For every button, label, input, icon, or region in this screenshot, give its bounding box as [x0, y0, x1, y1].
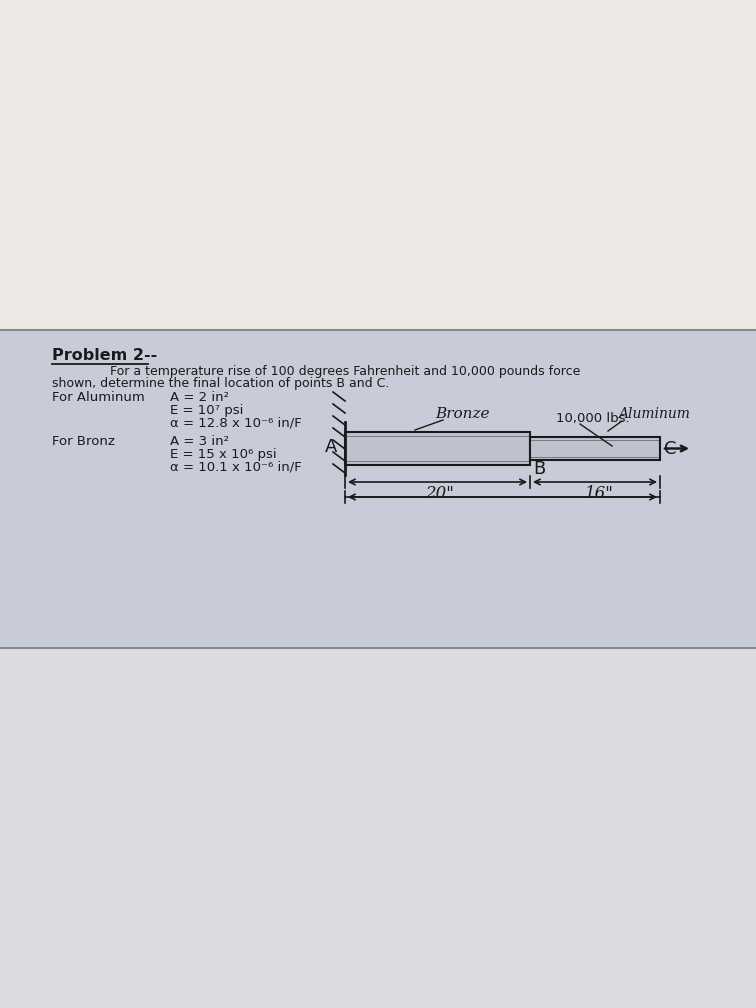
- Text: shown, determine the final location of points B and C.: shown, determine the final location of p…: [52, 377, 389, 390]
- Text: Problem 2--: Problem 2--: [52, 348, 157, 363]
- Text: Aluminum: Aluminum: [618, 407, 690, 421]
- Bar: [345, 432, 530, 465]
- Bar: [0, 330, 756, 648]
- Bar: [0, 0, 756, 330]
- Text: A = 3 in²: A = 3 in²: [170, 435, 229, 448]
- Text: E = 10⁷ psi: E = 10⁷ psi: [170, 404, 243, 417]
- Text: Bronze: Bronze: [435, 407, 489, 421]
- Text: 10,000 lbs.: 10,000 lbs.: [556, 412, 630, 425]
- Text: A: A: [325, 438, 337, 457]
- Text: 16": 16": [585, 485, 614, 502]
- Text: E = 15 x 10⁶ psi: E = 15 x 10⁶ psi: [170, 448, 277, 461]
- Text: α = 12.8 x 10⁻⁶ in/F: α = 12.8 x 10⁻⁶ in/F: [170, 417, 302, 430]
- Text: C: C: [664, 439, 677, 458]
- Text: 20": 20": [426, 485, 454, 502]
- Bar: [0, 648, 756, 1008]
- Text: α = 10.1 x 10⁻⁶ in/F: α = 10.1 x 10⁻⁶ in/F: [170, 461, 302, 474]
- Bar: [530, 437, 660, 460]
- Text: A = 2 in²: A = 2 in²: [170, 391, 229, 404]
- Text: B: B: [533, 460, 545, 478]
- Text: For Bronz: For Bronz: [52, 435, 115, 448]
- Text: For a temperature rise of 100 degrees Fahrenheit and 10,000 pounds force: For a temperature rise of 100 degrees Fa…: [110, 365, 581, 378]
- Text: For Aluminum: For Aluminum: [52, 391, 144, 404]
